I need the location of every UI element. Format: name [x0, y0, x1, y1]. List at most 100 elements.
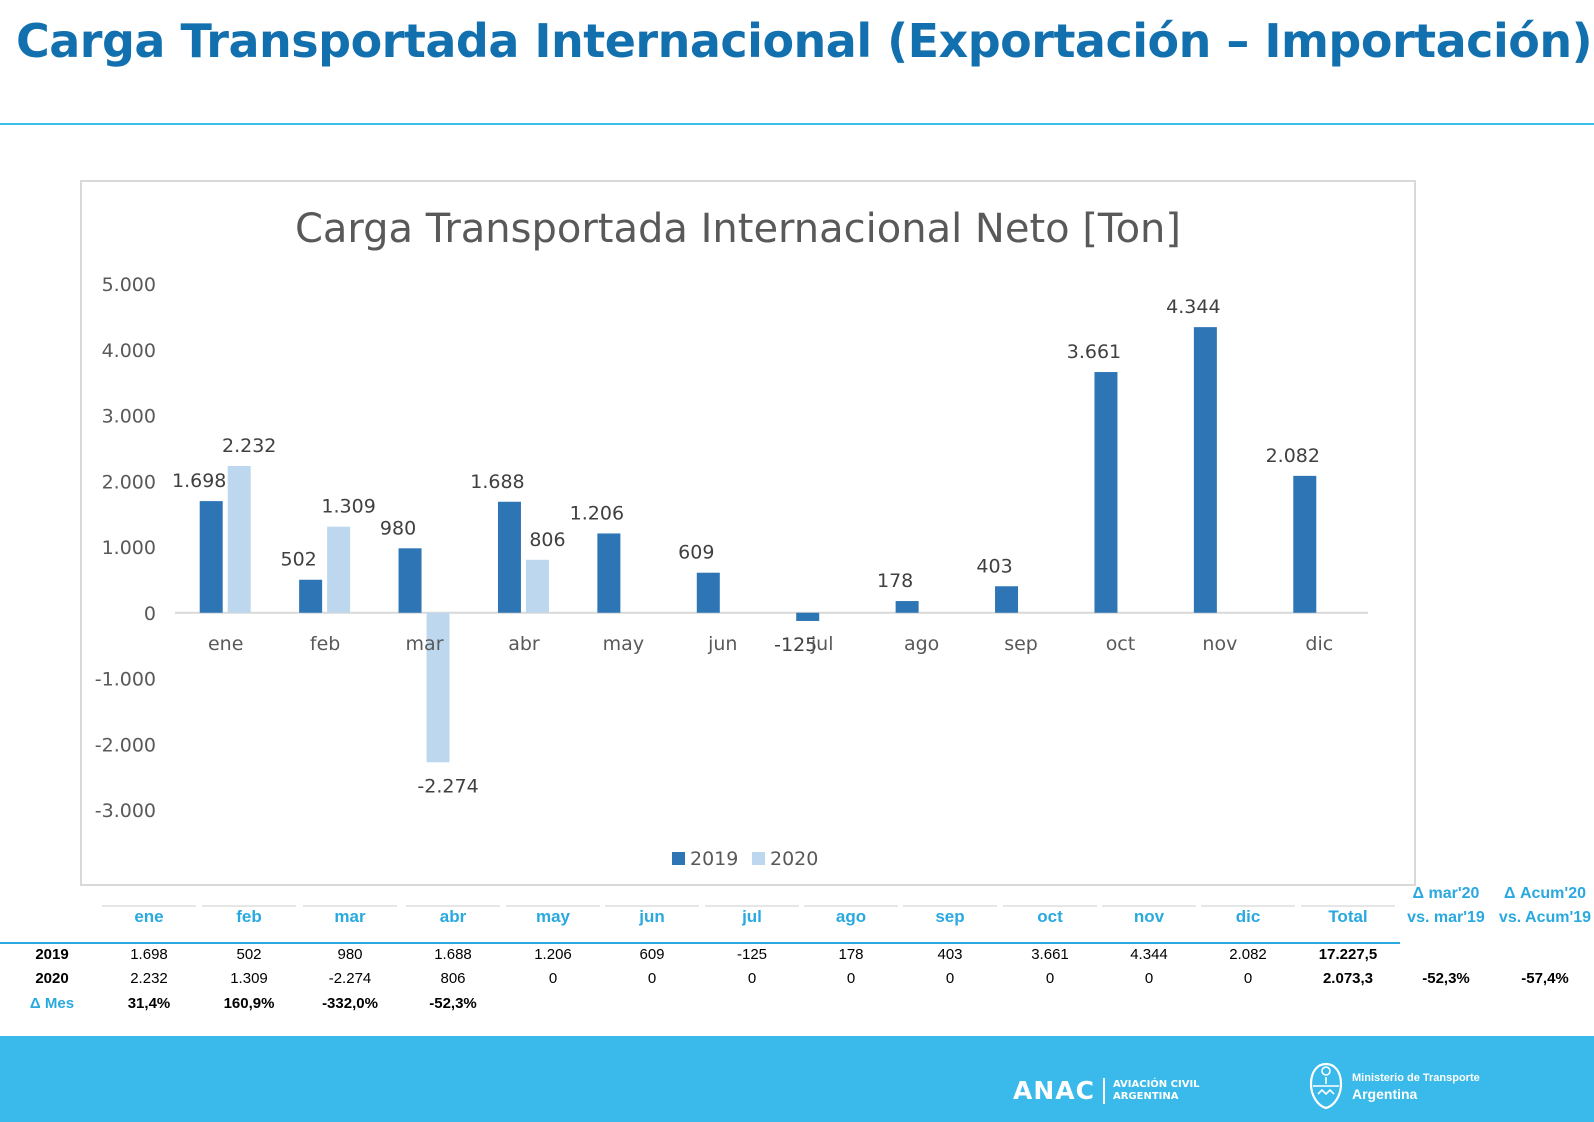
table-cell: 0: [747, 970, 757, 987]
data-label-2019-sep: 403: [976, 555, 1012, 577]
x-tick-label: abr: [508, 633, 540, 655]
legend-swatch-2020: [752, 852, 765, 865]
y-tick-label: -1.000: [95, 669, 156, 691]
data-label-2019-dic: 2.082: [1266, 445, 1320, 467]
bar-2019-feb: [299, 579, 323, 613]
table-header-ene: ene: [134, 907, 164, 926]
anac-subtitle-line1: AVIACIÓN CIVIL: [1112, 1078, 1200, 1090]
table-cell: 806: [440, 970, 466, 987]
table-cell: 0: [1243, 970, 1253, 987]
table-cell: 178: [838, 946, 864, 963]
table-cell: -52,3%: [429, 995, 477, 1012]
ministry-line2: Argentina: [1352, 1086, 1418, 1102]
table-header-abr: abr: [439, 907, 467, 926]
y-tick-label: 4.000: [102, 340, 156, 362]
table-cell: 2.082: [1229, 946, 1267, 963]
column-separator: [903, 905, 997, 907]
table-cell: 0: [548, 970, 558, 987]
table-cell: 1.309: [230, 970, 268, 987]
table-header-oct: oct: [1037, 907, 1063, 926]
column-separator: [705, 905, 799, 907]
table-header-feb: feb: [236, 907, 262, 926]
y-tick-label: 5.000: [102, 274, 156, 296]
anac-subtitle: AVIACIÓN CIVIL ARGENTINA: [1113, 1079, 1200, 1103]
y-tick-label: 3.000: [102, 406, 156, 428]
table-cell: 403: [937, 946, 963, 963]
data-label-2019-nov: 4.344: [1166, 296, 1220, 318]
chart-frame: Carga Transportada Internacional Neto [T…: [80, 180, 1416, 886]
legend-label-2019: 2019: [690, 848, 738, 870]
delta-header-line2: vs. Acum'19: [1498, 909, 1592, 926]
table-cell: 0: [647, 970, 657, 987]
x-tick-label: ene: [208, 633, 243, 655]
anac-logo: ANAC AVIACIÓN CIVIL ARGENTINA: [1013, 1076, 1200, 1105]
legend-label-2020: 2020: [770, 848, 818, 870]
table-header-nov: nov: [1133, 907, 1165, 926]
column-separator: [804, 905, 898, 907]
data-label-2020-ene: 2.232: [222, 435, 276, 457]
column-separator: [303, 905, 397, 907]
data-label-2019-may: 1.206: [570, 502, 624, 524]
column-separator: [1201, 905, 1295, 907]
y-tick-label: 0: [144, 603, 156, 625]
bar-2020-abr: [525, 559, 549, 613]
y-tick-label: 2.000: [102, 471, 156, 493]
table-cell: 4.344: [1130, 946, 1168, 963]
table-cell: 2.232: [130, 970, 168, 987]
delta-header-line1: Δ Acum'20: [1504, 885, 1586, 902]
bar-2019-jun: [696, 572, 720, 613]
anac-subtitle-line2: ARGENTINA: [1112, 1090, 1179, 1102]
bar-2019-abr: [497, 501, 521, 613]
legend-swatch-2019: [672, 852, 685, 865]
ministry-text: Ministerio de Transporte Argentina: [1352, 1070, 1480, 1102]
table-cell: 160,9%: [223, 995, 275, 1012]
table-header-sep: sep: [935, 907, 965, 926]
table-cell: -2.274: [328, 970, 372, 987]
table-cell-delta: -57,4%: [1521, 970, 1569, 987]
page-title: Carga Transportada Internacional (Export…: [16, 14, 1593, 68]
table-cell: 1.206: [534, 946, 572, 963]
x-tick-label: dic: [1305, 633, 1333, 655]
data-label-2019-mar: 980: [380, 517, 416, 539]
column-separator: [605, 905, 699, 907]
table-header-delta-1: Δ mar'20 vs. mar'19: [1396, 882, 1496, 930]
data-label-2019-ene: 1.698: [172, 470, 226, 492]
chart-title: Carga Transportada Internacional Neto [T…: [295, 206, 1181, 252]
bar-2020-feb: [327, 526, 351, 613]
delta-header-line1: Δ mar'20: [1412, 885, 1480, 902]
bar-2019-may: [597, 533, 621, 613]
table-cell: -332,0%: [322, 995, 378, 1012]
x-tick-label: jun: [707, 633, 737, 655]
table-cell: 980: [337, 946, 363, 963]
argentina-seal-icon: [1309, 1062, 1343, 1110]
bar-2019-jul: [796, 612, 820, 621]
x-tick-label: jul: [810, 633, 834, 655]
table-cell: 609: [639, 946, 665, 963]
table-cell: 0: [1144, 970, 1154, 987]
table-row-label: 2020: [35, 970, 69, 987]
y-tick-label: -3.000: [95, 800, 156, 822]
x-tick-label: ago: [904, 633, 939, 655]
column-separator: [506, 905, 600, 907]
column-separator: [102, 905, 196, 907]
title-divider: [0, 123, 1594, 125]
data-label-2020-feb: 1.309: [321, 496, 375, 518]
bar-2019-dic: [1293, 475, 1317, 613]
x-tick-label: nov: [1202, 633, 1237, 655]
x-tick-label: may: [603, 633, 644, 655]
bar-2020-mar: [426, 612, 450, 763]
bar-2019-ago: [895, 601, 919, 613]
ministry-line1: Ministerio de Transporte: [1352, 1072, 1480, 1084]
data-label-2019-ago: 178: [877, 570, 913, 592]
anac-wordmark: ANAC: [1013, 1076, 1095, 1105]
table-row-label: 2019: [35, 946, 69, 963]
table-cell: 31,4%: [127, 995, 171, 1012]
table-cell: 17.227,5: [1318, 946, 1378, 963]
table-cell: -125: [736, 946, 768, 963]
delta-header-line2: vs. mar'19: [1407, 909, 1485, 926]
table-header-Total: Total: [1328, 907, 1368, 926]
table-cell: 3.661: [1031, 946, 1069, 963]
table-header-jun: jun: [639, 907, 665, 926]
bar-2019-oct: [1094, 372, 1118, 613]
table-header-ago: ago: [835, 907, 867, 926]
